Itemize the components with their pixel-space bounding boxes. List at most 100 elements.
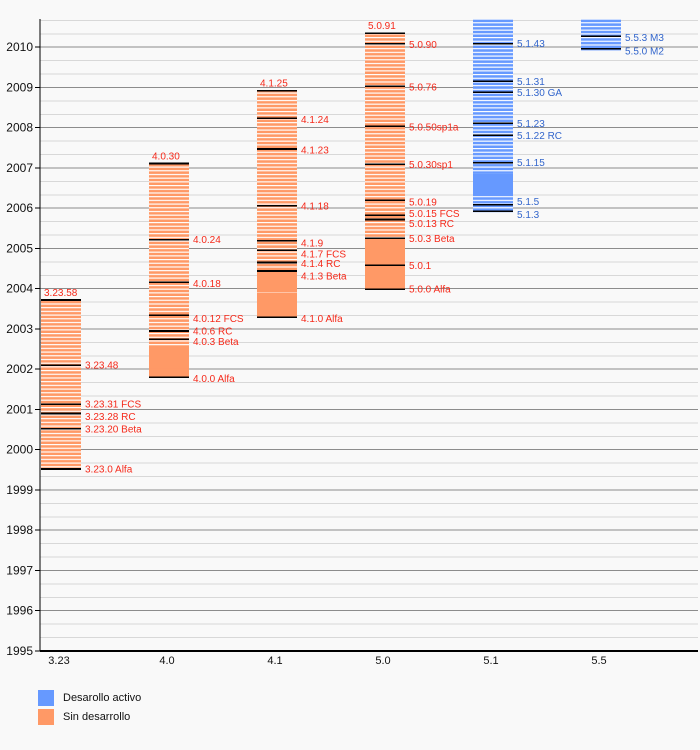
release-line-4.0.0 Alfa xyxy=(149,376,189,379)
release-line-4.0.18 xyxy=(149,281,189,284)
release-label-5.1.23: 5.1.23 xyxy=(517,119,545,130)
release-label-5.0.0 Alfa: 5.0.0 Alfa xyxy=(409,285,451,296)
release-line-5.0.91 xyxy=(365,32,405,34)
solid-segment xyxy=(473,173,513,197)
x-axis-labels: 3.23 4.0 4.1 5.0 5.1 5.5 xyxy=(48,655,606,667)
release-line-4.1.4 RC xyxy=(257,261,297,264)
bar-stripes-5.5 xyxy=(581,19,621,51)
release-label-5.1.30 GA: 5.1.30 GA xyxy=(517,88,562,99)
release-label-3.23.58: 3.23.58 xyxy=(44,288,78,299)
legend-swatch-active-icon xyxy=(38,690,54,706)
x-tick-label-4.0: 4.0 xyxy=(159,655,174,667)
release-line-5.5.0 M2 xyxy=(581,47,621,50)
release-line-4.0.12 FCS xyxy=(149,314,189,317)
x-tick-label-5.0: 5.0 xyxy=(375,655,390,667)
y-tick-label-1996: 1996 xyxy=(6,604,33,618)
release-line-5.0.76 xyxy=(365,85,405,88)
release-label-5.1.15: 5.1.15 xyxy=(517,158,545,169)
y-tick-label-2008: 2008 xyxy=(6,121,33,135)
bar-column-5.0: 5.0.91 5.0.90 5.0.76 5.0.50sp1a 5.0.30sp1 5.0… xyxy=(365,21,460,296)
release-line-3.23.20 Beta xyxy=(41,427,81,430)
release-label-4.0.12 FCS: 4.0.12 FCS xyxy=(193,314,244,325)
x-axis-line xyxy=(40,650,698,652)
release-line-4.1.7 FCS xyxy=(257,249,297,251)
release-line-4.0.30 xyxy=(149,162,189,165)
release-line-4.1.24 xyxy=(257,117,297,120)
release-line-5.1.3 xyxy=(473,210,513,213)
release-line-5.0.15 FCS xyxy=(365,214,405,217)
release-label-3.23.48: 3.23.48 xyxy=(85,361,119,372)
release-line-5.1.22 RC xyxy=(473,134,513,137)
release-line-3.23.58 xyxy=(41,299,81,301)
release-label-5.0.76: 5.0.76 xyxy=(409,83,437,94)
release-label-4.1.24: 4.1.24 xyxy=(301,115,329,126)
legend-label-active: Desarollo activo xyxy=(63,692,142,704)
x-tick-label-5.1: 5.1 xyxy=(483,655,498,667)
y-tick-label-2001: 2001 xyxy=(6,402,33,416)
release-label-5.0.30sp1: 5.0.30sp1 xyxy=(409,160,453,171)
release-line-4.1.3 Beta xyxy=(257,270,297,272)
bar-column-4.1: 4.1.254.1.244.1.234.1.184.1.94.1.7 FCS4.… xyxy=(257,79,347,325)
release-line-5.0.0 Alfa xyxy=(365,288,405,290)
y-tick-label-2003: 2003 xyxy=(6,322,33,336)
solid-segment xyxy=(257,271,297,292)
release-label-5.1.43: 5.1.43 xyxy=(517,39,545,50)
release-label-5.1.5: 5.1.5 xyxy=(517,197,540,208)
y-tick-label-1995: 1995 xyxy=(6,644,33,658)
release-line-4.1.18 xyxy=(257,204,297,207)
release-label-4.0.0 Alfa: 4.0.0 Alfa xyxy=(193,374,235,385)
release-line-5.0.1 xyxy=(365,264,405,267)
release-label-5.0.19: 5.0.19 xyxy=(409,198,437,209)
release-line-5.0.3 Beta xyxy=(365,237,405,240)
release-label-5.0.50sp1a: 5.0.50sp1a xyxy=(409,123,459,134)
y-tick-label-2007: 2007 xyxy=(6,161,33,175)
legend-label-inactive: Sin desarrollo xyxy=(63,711,131,723)
release-label-4.0.18: 4.0.18 xyxy=(193,279,221,290)
release-line-5.5.3 M3 xyxy=(581,35,621,38)
release-label-3.23.31 FCS: 3.23.31 FCS xyxy=(85,400,141,411)
release-label-5.0.91: 5.0.91 xyxy=(368,21,396,32)
release-line-5.0.50sp1a xyxy=(365,125,405,127)
bar-stripes-4.0 xyxy=(149,163,189,378)
release-label-3.23.20 Beta: 3.23.20 Beta xyxy=(85,424,142,435)
release-line-4.1.25 xyxy=(257,89,297,92)
y-tick-label-2006: 2006 xyxy=(6,201,33,215)
solid-segment xyxy=(149,369,189,378)
release-label-4.1.25: 4.1.25 xyxy=(260,79,288,90)
release-line-5.1.31 xyxy=(473,80,513,83)
release-label-4.1.4 RC: 4.1.4 RC xyxy=(301,259,340,270)
y-tick-label-1998: 1998 xyxy=(6,523,33,537)
y-tick-label-2000: 2000 xyxy=(6,443,33,457)
legend-swatch-inactive-icon xyxy=(38,709,54,725)
x-tick-label-4.1: 4.1 xyxy=(267,655,282,667)
release-label-5.5.3 M3: 5.5.3 M3 xyxy=(625,33,664,44)
release-label-4.1.3 Beta: 4.1.3 Beta xyxy=(301,271,347,282)
release-line-3.23.0 Alfa xyxy=(41,468,81,470)
release-label-5.1.31: 5.1.31 xyxy=(517,77,545,88)
release-label-4.1.9: 4.1.9 xyxy=(301,238,324,249)
release-label-5.1.3: 5.1.3 xyxy=(517,210,540,221)
release-line-5.0.19 xyxy=(365,199,405,201)
release-label-4.0.6 RC: 4.0.6 RC xyxy=(193,326,232,337)
y-tick-label-2004: 2004 xyxy=(6,282,33,296)
bar-column-5.5: 5.5.3 M3 5.5.0 M2 xyxy=(581,19,664,57)
release-label-4.1.0 Alfa: 4.1.0 Alfa xyxy=(301,314,343,325)
y-tick-label-2002: 2002 xyxy=(6,362,33,376)
release-line-5.0.13 RC xyxy=(365,218,405,221)
release-line-3.23.31 FCS xyxy=(41,403,81,406)
release-label-5.0.13 RC: 5.0.13 RC xyxy=(409,219,454,230)
release-line-5.1.15 xyxy=(473,161,513,164)
release-line-5.1.23 xyxy=(473,122,513,125)
release-line-4.0.3 Beta xyxy=(149,338,189,341)
x-tick-label-3.23: 3.23 xyxy=(48,655,69,667)
release-line-5.1.43 xyxy=(473,42,513,45)
release-line-4.1.9 xyxy=(257,240,297,242)
y-tick-label-1997: 1997 xyxy=(6,563,33,577)
y-tick-label-1999: 1999 xyxy=(6,483,33,497)
release-line-3.23.48 xyxy=(41,364,81,366)
release-label-5.0.1: 5.0.1 xyxy=(409,261,432,272)
y-tick-label-2005: 2005 xyxy=(6,241,33,255)
